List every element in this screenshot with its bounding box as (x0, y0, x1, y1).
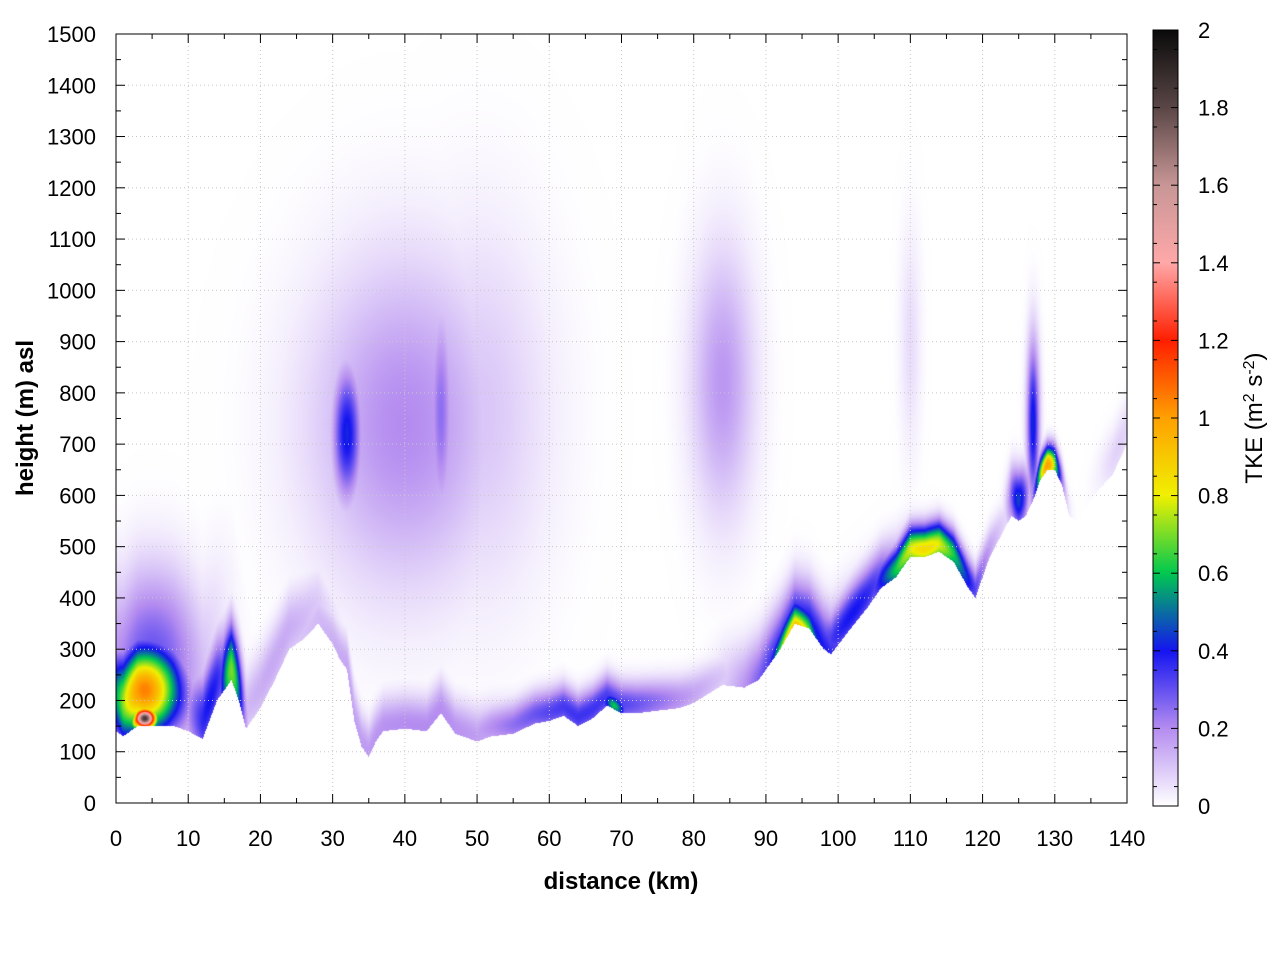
x-tick-label: 90 (754, 826, 778, 851)
y-tick-label: 1400 (47, 73, 96, 98)
y-tick-label: 700 (59, 432, 96, 457)
y-tick-label: 200 (59, 688, 96, 713)
x-tick-label: 70 (609, 826, 633, 851)
y-axis-ticks: 0 100 200 300 400 500 600 700 800 900 1000 1100 1200… (47, 22, 1127, 816)
colorbar-label: TKE (m2 s-2) (1241, 352, 1269, 483)
colorbar-tick-label: 0.4 (1198, 639, 1229, 664)
y-axis-label: height (m) asl (12, 340, 39, 496)
x-tick-label: 0 (110, 826, 122, 851)
x-tick-label: 130 (1036, 826, 1073, 851)
y-tick-label: 1000 (47, 278, 96, 303)
x-tick-label: 10 (176, 826, 200, 851)
colorbar-tick-label: 2 (1198, 18, 1210, 43)
grid-lines (116, 34, 1127, 803)
x-axis-label: distance (km) (544, 868, 699, 895)
y-tick-label: 600 (59, 483, 96, 508)
colorbar-tick-label: 1.2 (1198, 328, 1229, 353)
x-tick-label: 110 (893, 826, 928, 851)
y-tick-label: 100 (59, 740, 96, 765)
x-tick-label: 80 (681, 826, 705, 851)
colorbar-ticks: 0 0.2 0.4 0.6 0.8 1 1.2 1.4 1.6 1.8 2 (1153, 18, 1229, 819)
x-tick-label: 20 (248, 826, 272, 851)
x-tick-label: 40 (393, 826, 417, 851)
colorbar-tick-label: 1.8 (1198, 96, 1229, 121)
colorbar-tick-label: 0.8 (1198, 484, 1229, 509)
y-tick-label: 1100 (49, 227, 96, 252)
y-tick-label: 0 (84, 791, 96, 816)
colorbar-tick-label: 0 (1198, 794, 1210, 819)
x-axis-ticks: 0 10 20 30 40 50 60 70 80 90 100 110 120 130 140 (110, 34, 1145, 851)
colorbar-tick-label: 0.2 (1198, 716, 1229, 741)
x-tick-label: 50 (465, 826, 489, 851)
x-tick-label: 120 (964, 826, 1001, 851)
y-tick-label: 300 (59, 637, 96, 662)
x-tick-label: 30 (320, 826, 344, 851)
colorbar-tick-label: 1.6 (1198, 173, 1229, 198)
colorbar-tick-label: 1.4 (1198, 251, 1229, 276)
y-tick-label: 1500 (47, 22, 96, 47)
colorbar-tick-label: 0.6 (1198, 561, 1229, 586)
y-tick-label: 1300 (47, 125, 96, 150)
y-tick-label: 900 (59, 330, 96, 355)
colorbar-tick-label: 1 (1198, 406, 1210, 431)
x-tick-label: 60 (537, 826, 561, 851)
y-tick-label: 400 (59, 586, 96, 611)
y-tick-label: 800 (59, 381, 96, 406)
y-tick-label: 500 (59, 535, 96, 560)
y-tick-label: 1200 (47, 176, 96, 201)
x-tick-label: 140 (1109, 826, 1146, 851)
x-tick-label: 100 (820, 826, 857, 851)
